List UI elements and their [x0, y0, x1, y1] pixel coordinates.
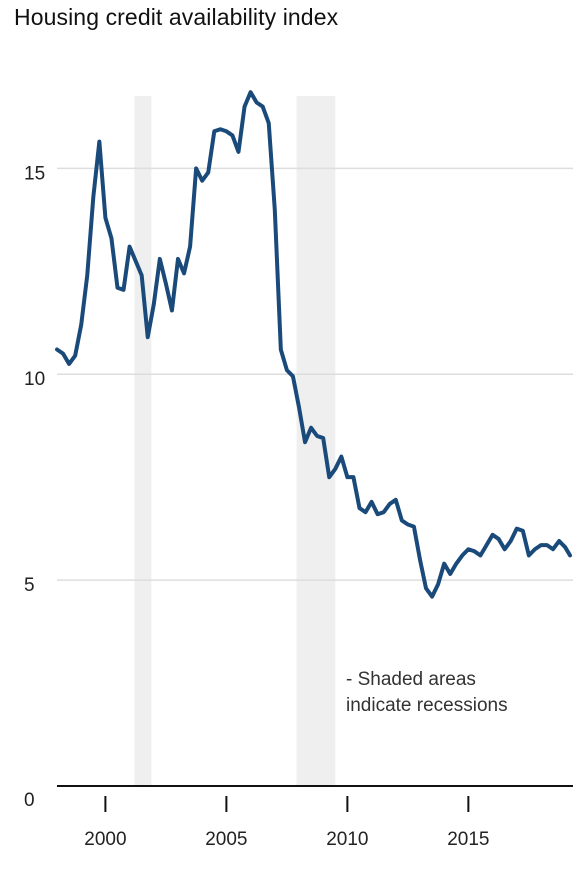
x-tick-label: 2000	[84, 829, 126, 850]
x-tick-label: 2015	[447, 829, 489, 850]
x-tick-label: 2010	[326, 829, 368, 850]
chart-title: Housing credit availability index	[14, 4, 339, 30]
x-tick-label: 2005	[205, 829, 247, 850]
y-tick-label: 0	[24, 790, 35, 811]
y-tick-label: 10	[24, 369, 45, 390]
y-axis-labels: 0 5 10 15	[24, 163, 45, 811]
gridlines-group	[57, 167, 573, 787]
y-tick-label: 15	[24, 163, 45, 184]
x-axis: 2000 2005 2010 2015	[84, 796, 490, 850]
annotation-group: - Shaded areas indicate recessions	[346, 669, 508, 716]
y-tick-label: 5	[24, 575, 35, 596]
recession-annotation: - Shaded areas indicate recessions	[346, 669, 508, 716]
recession-band	[296, 96, 336, 786]
recession-band	[134, 96, 152, 786]
series-group	[55, 90, 572, 599]
series-line	[55, 90, 572, 599]
